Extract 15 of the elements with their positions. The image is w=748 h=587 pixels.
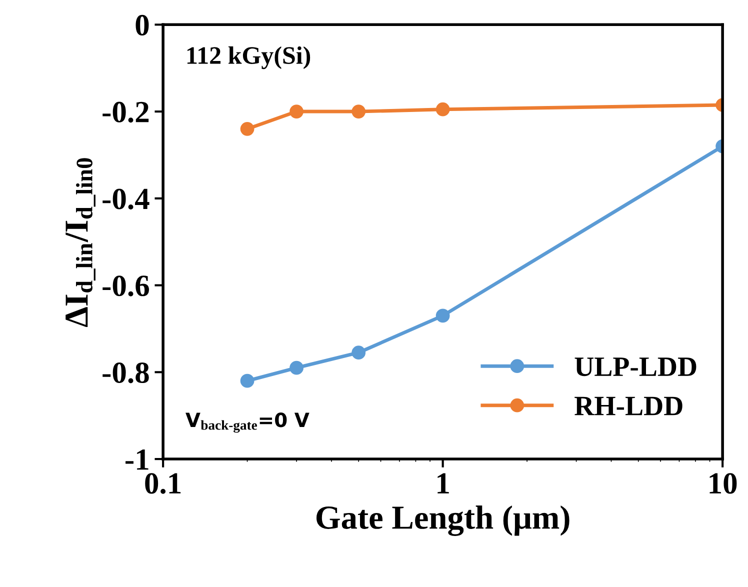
legend-label: RH-LDD	[574, 396, 682, 416]
y-tick-label: -1	[126, 449, 148, 470]
x-tick-label: 1	[438, 473, 449, 494]
y-tick-label: -0.4	[102, 188, 150, 210]
x-tick-label: 0.1	[145, 473, 181, 494]
y-tick-label: -0.2	[102, 102, 149, 123]
annotation: 112 kGy(Si)	[187, 46, 310, 70]
y-axis-title: ΔI$_{d_lin}$/I$_{d_lin0}$	[66, 158, 96, 328]
y-tick-label: -0.8	[102, 362, 149, 384]
x-axis-title: Gate Length (μm)	[316, 505, 570, 536]
x-tick-label: 10	[710, 473, 737, 494]
annotation: V$_{back-gate}$=0 V	[186, 412, 310, 433]
y-tick-label: 0	[136, 14, 149, 36]
y-tick-label: -0.6	[102, 276, 149, 296]
legend-label: ULP-LDD	[574, 358, 696, 376]
